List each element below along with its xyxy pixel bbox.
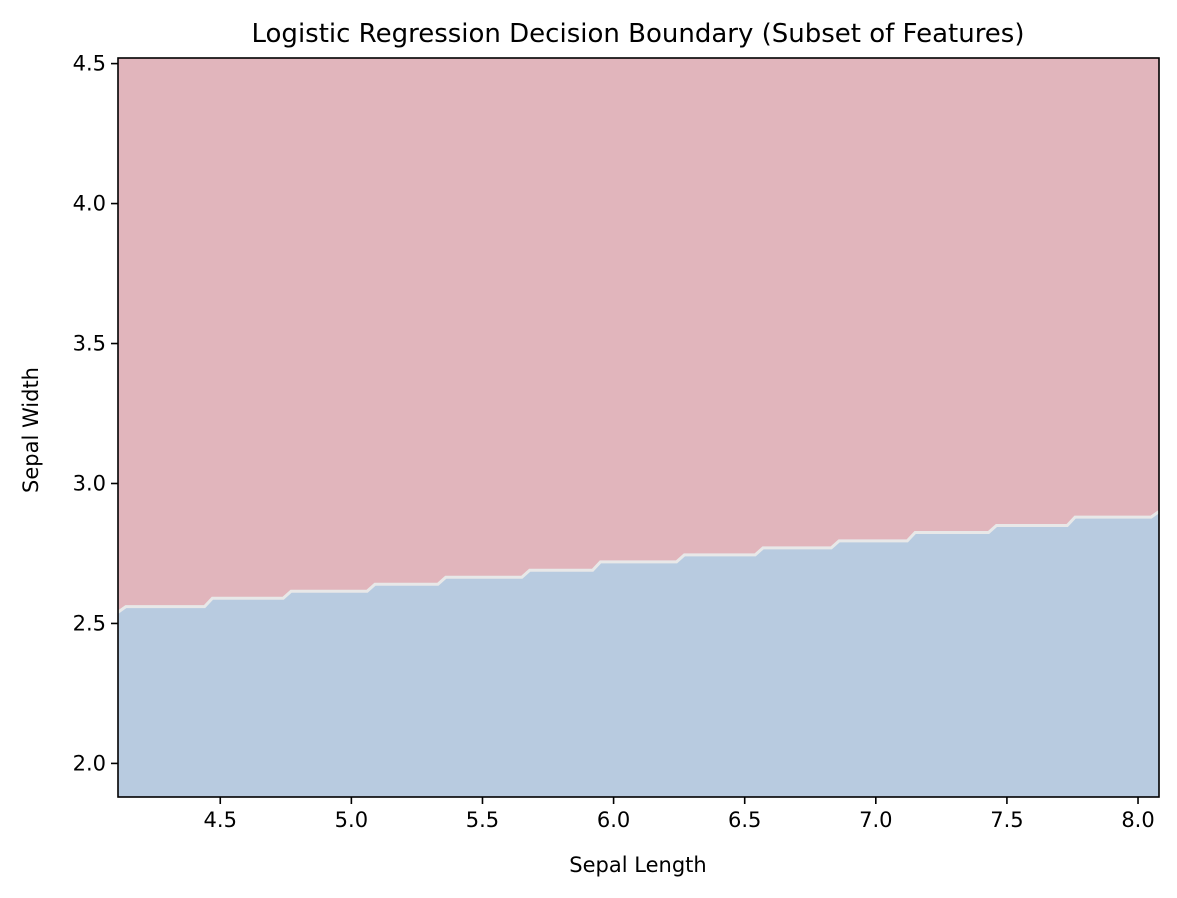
- x-tick-label: 8.0: [1121, 808, 1154, 832]
- y-axis-label: Sepal Width: [19, 367, 43, 493]
- x-tick-label: 5.5: [466, 808, 499, 832]
- x-tick-label: 6.0: [597, 808, 630, 832]
- y-tick-label: 3.5: [73, 332, 106, 356]
- y-tick-label: 2.0: [73, 751, 106, 775]
- x-axis-ticks: 4.5 5.0 5.5 6.0 6.5 7.0 7.5 8.0: [204, 797, 1155, 832]
- y-tick-label: 4.0: [73, 192, 106, 216]
- x-tick-label: 7.5: [990, 808, 1023, 832]
- region-upper: [118, 58, 1159, 613]
- y-tick-label: 3.0: [73, 471, 106, 495]
- y-axis-ticks: 2.0 2.5 3.0 3.5 4.0 4.5: [73, 52, 118, 775]
- region-lower: [118, 511, 1159, 797]
- y-tick-label: 4.5: [73, 52, 106, 76]
- chart-title: Logistic Regression Decision Boundary (S…: [252, 19, 1025, 49]
- boundary-line: [117, 510, 1160, 614]
- x-axis-label: Sepal Length: [569, 853, 706, 877]
- x-tick-label: 6.5: [728, 808, 761, 832]
- y-tick-label: 2.5: [73, 611, 106, 635]
- x-tick-label: 7.0: [859, 808, 892, 832]
- plot-frame: [117, 57, 1160, 798]
- plot-area: [117, 58, 1160, 797]
- x-tick-label: 5.0: [335, 808, 368, 832]
- x-tick-label: 4.5: [204, 808, 237, 832]
